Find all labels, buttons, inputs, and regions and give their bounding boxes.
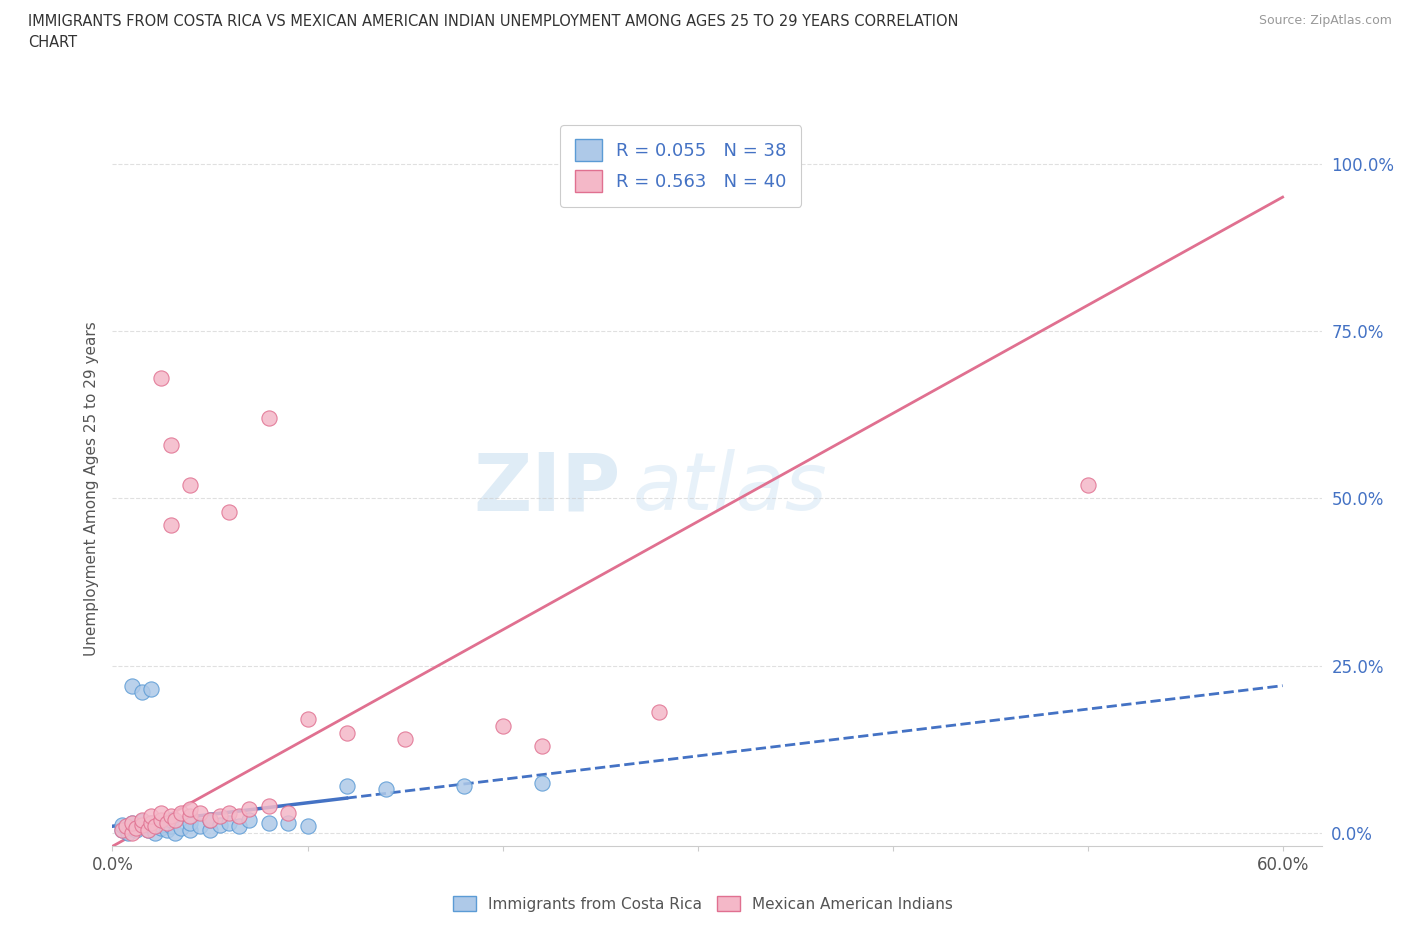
Point — [179, 822, 201, 837]
Point — [208, 809, 231, 824]
Legend: R = 0.055   N = 38, R = 0.563   N = 40: R = 0.055 N = 38, R = 0.563 N = 40 — [561, 125, 801, 206]
Point — [257, 410, 280, 425]
Point — [170, 805, 193, 820]
Point — [160, 812, 183, 827]
Point — [198, 822, 221, 837]
Text: ZIP: ZIP — [472, 449, 620, 527]
Point — [163, 826, 186, 841]
Point — [198, 812, 221, 827]
Point — [150, 820, 173, 835]
Point — [335, 778, 357, 793]
Point — [160, 818, 183, 833]
Point — [297, 711, 319, 726]
Point — [453, 778, 475, 793]
Point — [198, 812, 221, 827]
Point — [150, 370, 173, 385]
Legend: Immigrants from Costa Rica, Mexican American Indians: Immigrants from Costa Rica, Mexican Amer… — [447, 889, 959, 918]
Point — [297, 818, 319, 833]
Point — [277, 805, 299, 820]
Point — [218, 504, 240, 519]
Point — [141, 818, 163, 833]
Point — [141, 816, 163, 830]
Point — [374, 782, 396, 797]
Point — [125, 820, 148, 835]
Point — [131, 684, 153, 699]
Point — [141, 809, 163, 824]
Point — [111, 817, 134, 832]
Point — [1077, 477, 1099, 492]
Point — [156, 816, 179, 830]
Point — [257, 799, 280, 814]
Point — [125, 822, 148, 837]
Point — [228, 818, 250, 833]
Point — [491, 718, 513, 733]
Text: IMMIGRANTS FROM COSTA RICA VS MEXICAN AMERICAN INDIAN UNEMPLOYMENT AMONG AGES 25: IMMIGRANTS FROM COSTA RICA VS MEXICAN AM… — [28, 14, 959, 50]
Point — [115, 818, 138, 833]
Text: atlas: atlas — [633, 449, 827, 527]
Point — [121, 820, 143, 835]
Point — [394, 732, 416, 747]
Point — [121, 816, 143, 830]
Text: Source: ZipAtlas.com: Source: ZipAtlas.com — [1258, 14, 1392, 27]
Point — [238, 812, 260, 827]
Point — [218, 805, 240, 820]
Point — [179, 809, 201, 824]
Point — [131, 812, 153, 827]
Point — [530, 776, 553, 790]
Point — [647, 705, 669, 720]
Point — [179, 802, 201, 817]
Point — [111, 822, 134, 837]
Point — [238, 802, 260, 817]
Point — [179, 477, 201, 492]
Point — [160, 437, 183, 452]
Point — [160, 518, 183, 533]
Point — [228, 809, 250, 824]
Point — [156, 822, 179, 837]
Point — [131, 814, 153, 829]
Point — [117, 826, 139, 841]
Point — [121, 826, 143, 841]
Point — [170, 820, 193, 835]
Point — [111, 822, 134, 837]
Point — [335, 725, 357, 740]
Point — [121, 678, 143, 693]
Point — [141, 682, 163, 697]
Point — [179, 816, 201, 830]
Point — [150, 805, 173, 820]
Point — [145, 818, 167, 833]
Point — [121, 816, 143, 830]
Point — [188, 818, 211, 833]
Point — [145, 826, 167, 841]
Point — [150, 817, 173, 832]
Y-axis label: Unemployment Among Ages 25 to 29 years: Unemployment Among Ages 25 to 29 years — [83, 321, 98, 656]
Point — [163, 812, 186, 827]
Point — [530, 738, 553, 753]
Point — [188, 805, 211, 820]
Point — [218, 816, 240, 830]
Point — [150, 812, 173, 827]
Point — [257, 816, 280, 830]
Point — [136, 822, 159, 837]
Point — [160, 809, 183, 824]
Point — [277, 816, 299, 830]
Point — [131, 818, 153, 833]
Point — [141, 816, 163, 830]
Point — [208, 817, 231, 832]
Point — [131, 817, 153, 832]
Point — [136, 822, 159, 837]
